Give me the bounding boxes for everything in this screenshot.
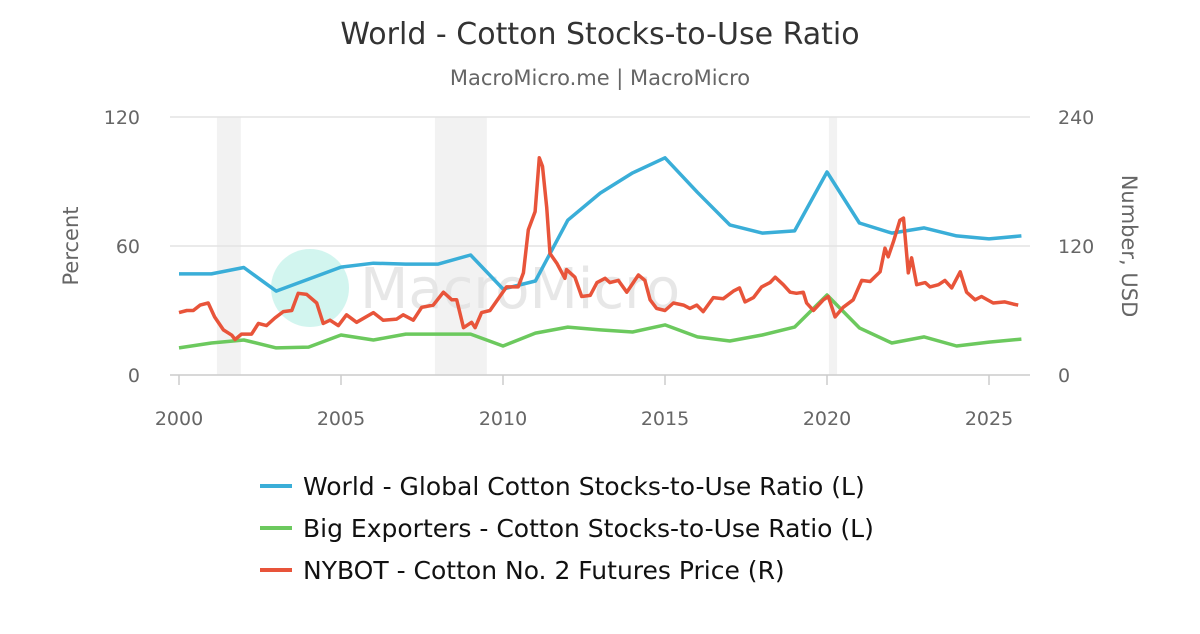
chart-subtitle: MacroMicro.me | MacroMicro [450, 66, 750, 91]
axes: Percent Number, USD 0 60 120 0 120 240 2000 200… [59, 107, 1141, 430]
legend: World - Global Cotton Stocks-to-Use Rati… [260, 472, 874, 585]
legend-label: NYBOT - Cotton No. 2 Futures Price (R) [303, 556, 785, 585]
y-left-tick-label: 60 [116, 236, 140, 258]
series-line-0 [179, 156, 1022, 293]
y-left-tick-label: 0 [128, 365, 140, 387]
y-left-label: Percent [59, 206, 83, 285]
y-left-tick-label: 120 [104, 107, 140, 129]
chart-title: World - Cotton Stocks-to-Use Ratio [340, 17, 859, 52]
x-tick-label: 2015 [641, 408, 689, 430]
watermark-text: MacroMicro [360, 257, 680, 322]
y-right-tick-label: 240 [1058, 107, 1094, 129]
y-right-tick-label: 120 [1058, 236, 1094, 258]
series-line-1 [178, 293, 1022, 350]
series-lines [178, 156, 1022, 350]
x-tick-label: 2005 [317, 408, 365, 430]
x-tick-label: 2020 [803, 408, 851, 430]
x-tick-label: 2000 [155, 408, 203, 430]
y-right-tick-label: 0 [1058, 365, 1070, 387]
grid [170, 116, 1030, 376]
x-tick-label: 2010 [479, 408, 527, 430]
x-tick-label: 2025 [965, 408, 1013, 430]
series-line-2 [178, 156, 1019, 342]
legend-label: World - Global Cotton Stocks-to-Use Rati… [303, 472, 865, 501]
legend-label: Big Exporters - Cotton Stocks-to-Use Rat… [303, 514, 874, 543]
y-right-label: Number, USD [1117, 175, 1141, 318]
watermark-logo-icon [271, 249, 349, 327]
